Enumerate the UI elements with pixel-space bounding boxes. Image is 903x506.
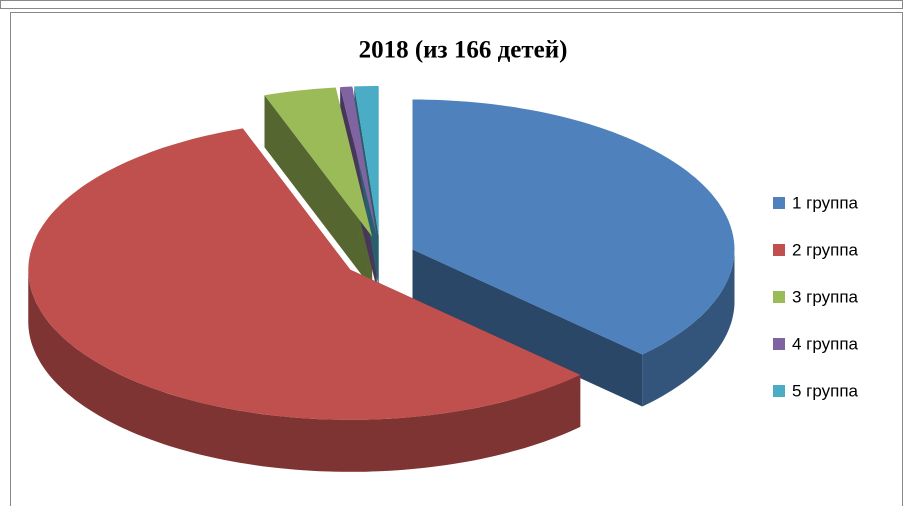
slice-side-shade	[28, 269, 581, 472]
legend-swatch	[773, 385, 785, 397]
slice	[264, 87, 373, 237]
slice-cut	[412, 249, 643, 407]
legend-label: 1 группа	[792, 193, 859, 212]
pie-tops	[28, 86, 735, 420]
legend-label: 4 группа	[792, 334, 859, 353]
slice-cut	[264, 95, 373, 289]
slice	[340, 86, 377, 237]
legend-swatch	[773, 244, 785, 256]
legend-label: 2 группа	[792, 240, 859, 259]
frame-top	[0, 0, 903, 9]
slice	[412, 99, 735, 355]
slice-side	[28, 269, 581, 472]
legend-swatch	[773, 338, 785, 350]
slice	[28, 128, 581, 420]
slice-side-shade	[642, 249, 735, 407]
legend-swatch	[773, 197, 785, 209]
chart-title: 2018 (из 166 детей)	[359, 37, 568, 64]
legend-swatch	[773, 291, 785, 303]
slice-side	[642, 249, 735, 407]
slice-cut-shade	[264, 95, 373, 289]
slice	[354, 86, 379, 236]
legend-label: 5 группа	[792, 381, 859, 400]
slice-cut-shade	[412, 249, 643, 407]
legend-label: 3 группа	[792, 287, 859, 306]
